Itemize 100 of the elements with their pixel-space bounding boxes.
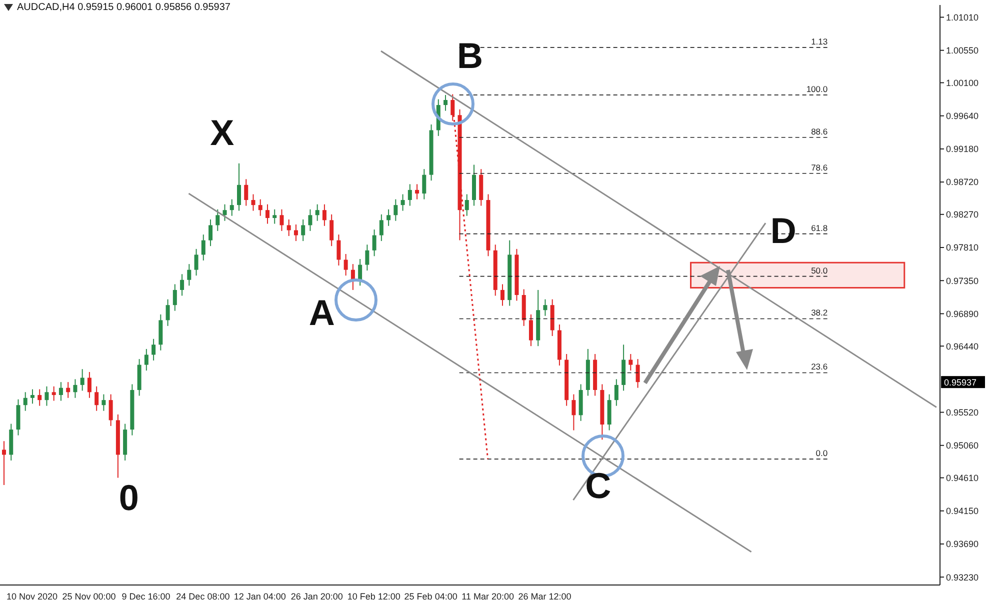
- y-tick-label: 0.98720: [946, 177, 979, 188]
- annotation: 23.6: [811, 362, 828, 372]
- y-tick-label: 0.96890: [946, 308, 979, 319]
- candlestick: [66, 382, 70, 398]
- candlestick: [336, 234, 341, 266]
- candlestick: [108, 394, 113, 426]
- candlestick: [464, 194, 469, 216]
- candlestick: [358, 258, 362, 286]
- y-tick-label: 0.93690: [946, 539, 979, 550]
- candlestick: [528, 314, 533, 347]
- candlestick: [38, 388, 42, 406]
- candlestick: [237, 162, 241, 212]
- candlestick: [222, 204, 227, 222]
- annotation: 50.0: [811, 265, 828, 276]
- y-tick-label: 0.97810: [946, 242, 979, 253]
- annotation: 61.8: [811, 222, 828, 233]
- x-tick-label: 24 Dec 08:00: [176, 591, 230, 602]
- candlestick: [52, 386, 56, 402]
- candlestick: [294, 224, 298, 242]
- y-tick-label: 0.99180: [946, 144, 979, 154]
- candlestick: [194, 248, 198, 276]
- candlestick: [636, 358, 640, 388]
- candlestick: [152, 338, 156, 361]
- y-tick-label: 0.99640: [946, 111, 979, 122]
- x-tick-label: 26 Mar 12:00: [518, 591, 572, 602]
- y-tick-label: 0.94610: [946, 472, 979, 483]
- y-tick-label: 0.97350: [946, 276, 979, 286]
- candlestick: [379, 214, 384, 242]
- candlestick: [102, 394, 106, 412]
- candlestick: [365, 244, 370, 272]
- y-tick-label: 0.96440: [946, 341, 979, 352]
- x-tick-label: 25 Nov 00:00: [62, 591, 116, 602]
- y-tick-label: 0.95520: [946, 407, 979, 418]
- candlestick: [172, 284, 177, 312]
- y-tick-label: 0.95060: [946, 440, 979, 451]
- candlestick: [230, 198, 234, 216]
- candlestick: [187, 264, 192, 286]
- y-tick-label: 0.94150: [946, 506, 979, 516]
- x-tick-label: 26 Jan 20:00: [290, 591, 343, 602]
- candlestick: [415, 184, 420, 200]
- candlestick: [258, 198, 262, 216]
- candlestick: [280, 208, 284, 232]
- annotation: D: [770, 210, 796, 251]
- candlestick: [87, 372, 92, 398]
- annotation: 88.6: [811, 126, 828, 136]
- candlestick: [94, 386, 99, 412]
- candlestick: [251, 194, 256, 212]
- y-tick-label: 0.98270: [946, 210, 979, 220]
- candlestick: [272, 208, 277, 224]
- candlestick: [58, 382, 63, 402]
- annotation: 38.2: [811, 308, 828, 318]
- annotation: 100.0: [806, 84, 828, 94]
- candlestick: [2, 440, 6, 486]
- candlestick: [144, 348, 148, 372]
- candlestick: [394, 198, 398, 222]
- annotation: C: [585, 465, 612, 506]
- candlestick: [286, 218, 291, 236]
- x-tick-label: 10 Nov 2020: [6, 591, 58, 602]
- candlestick: [216, 208, 220, 232]
- candlestick: [315, 204, 320, 222]
- candlestick: [265, 204, 270, 224]
- chart-title: AUDCAD,H4 0.95915 0.96001 0.95856 0.95937: [17, 2, 230, 13]
- candlestick: [23, 392, 28, 412]
- candlestick: [543, 298, 548, 316]
- x-tick-label: 12 Jan 04:00: [234, 591, 286, 602]
- candlestick: [344, 253, 348, 276]
- candlestick: [30, 388, 34, 404]
- candlestick: [244, 178, 248, 206]
- text: 0.95937: [944, 378, 977, 388]
- candlestick: [330, 214, 334, 247]
- candlestick: [201, 234, 206, 261]
- candlestick: [572, 394, 576, 431]
- candlestick: [301, 218, 306, 242]
- annotation: X: [210, 112, 234, 153]
- y-tick-label: 1.00550: [946, 46, 979, 56]
- candlestick: [44, 386, 49, 406]
- y-tick-label: 1.00100: [946, 78, 979, 88]
- candlestick: [500, 284, 504, 306]
- candlestick: [308, 208, 312, 232]
- candlestick: [372, 229, 376, 257]
- candlestick: [408, 184, 412, 206]
- annotation: B: [457, 35, 483, 76]
- candlestick: [80, 368, 84, 392]
- candlestick: [322, 204, 326, 226]
- candlestick: [614, 378, 618, 406]
- annotation: 1.13: [811, 36, 828, 46]
- y-tick-label: 1.01010: [946, 12, 979, 22]
- annotation: 0.0: [816, 448, 828, 458]
- candlestick: [180, 274, 184, 296]
- candlestick: [208, 218, 213, 247]
- x-tick-label: 25 Feb 04:00: [404, 591, 458, 602]
- candlestick: [422, 168, 426, 200]
- candlestick: [628, 354, 633, 372]
- annotation: 0: [118, 477, 139, 518]
- x-tick-label: 11 Mar 20:00: [462, 591, 514, 602]
- candlestick: [166, 298, 170, 326]
- annotation: 78.6: [811, 162, 828, 172]
- candlestick: [73, 378, 78, 398]
- candlestick: [444, 94, 448, 112]
- y-tick-label: 0.93230: [946, 572, 979, 582]
